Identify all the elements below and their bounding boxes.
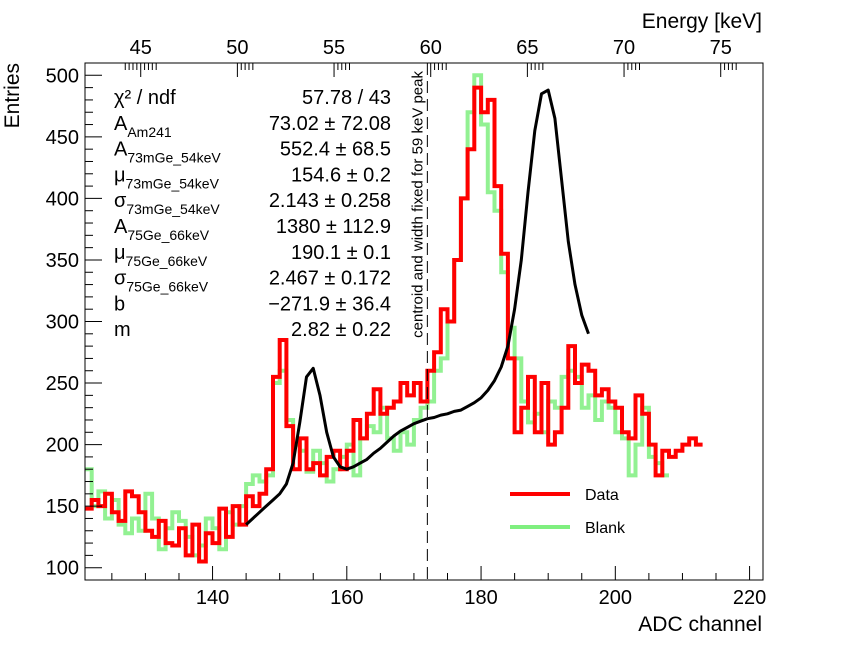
stat-value: 2.143 ± 0.258	[269, 190, 391, 212]
stat-name: A75Ge_66keV	[114, 216, 210, 243]
fit-layer	[245, 88, 590, 526]
y-tick-label: 100	[46, 558, 79, 580]
x-tick-label: 180	[464, 587, 497, 609]
top-tick-label: 55	[323, 37, 345, 59]
top-tick-label: 50	[226, 37, 248, 59]
stat-name: m	[114, 319, 131, 341]
stat-value: 1380 ± 112.9	[276, 216, 391, 238]
axes-layer: 140 160 180 200 220 100 150 200 250 300 350 400 450 5…	[46, 37, 767, 609]
top-tick-label: 65	[516, 37, 538, 59]
top-tick-label: 75	[710, 37, 732, 59]
stats-box: χ² / ndf 57.78 / 43 AAm241 73.02 ± 72.08 A73…	[114, 87, 391, 341]
top-tick-label: 45	[130, 37, 152, 59]
stat-name: b	[114, 293, 125, 315]
y-tick-label: 500	[46, 65, 79, 87]
x-tick-label: 140	[196, 587, 229, 609]
x-tick-label: 220	[733, 587, 766, 609]
stat-value: 154.6 ± 0.2	[291, 164, 391, 186]
stat-name: μ75Ge_66keV	[114, 242, 208, 269]
y-tick-label: 350	[46, 250, 79, 272]
y-tick-label: 300	[46, 312, 79, 334]
series-data-histogram	[85, 85, 703, 564]
stat-value: 2.467 ± 0.172	[269, 268, 391, 290]
y-tick-label: 200	[46, 435, 79, 457]
x-tick-label: 200	[599, 587, 632, 609]
y-axis-label: Entries	[1, 63, 24, 128]
y-tick-label: 250	[46, 373, 79, 395]
top-tick-label: 60	[420, 37, 442, 59]
top-tick-label: 70	[613, 37, 635, 59]
y-tick-label: 450	[46, 127, 79, 149]
stat-name: μ73mGe_54keV	[114, 164, 220, 191]
fit-curve	[245, 88, 590, 526]
stat-name: σ73mGe_54keV	[114, 190, 220, 217]
stat-value: 57.78 / 43	[302, 87, 391, 109]
y-tick-label: 400	[46, 188, 79, 210]
annotation-label: centroid and width fixed for 59 keV peak	[409, 71, 426, 338]
stat-name: A73mGe_54keV	[114, 139, 221, 166]
stat-name: AAm241	[114, 113, 172, 140]
stat-value: 552.4 ± 68.5	[280, 139, 391, 161]
legend: Data Blank	[510, 487, 626, 537]
stat-value: 190.1 ± 0.1	[291, 242, 391, 264]
legend-label-blank: Blank	[585, 520, 626, 537]
series-layer	[85, 73, 703, 564]
stat-value: 73.02 ± 72.08	[269, 113, 391, 135]
annotation-layer: centroid and width fixed for 59 keV peak	[409, 63, 428, 580]
stat-value: −271.9 ± 36.4	[268, 293, 391, 315]
legend-label-data: Data	[585, 487, 619, 504]
x-tick-label: 160	[330, 587, 363, 609]
stat-value: 2.82 ± 0.22	[291, 319, 391, 341]
top-axis-label: Energy [keV]	[642, 10, 762, 33]
x-axis-label: ADC channel	[638, 613, 762, 636]
stat-name: χ² / ndf	[114, 87, 176, 109]
y-tick-label: 150	[46, 496, 79, 518]
stat-name: σ75Ge_66keV	[114, 268, 209, 295]
